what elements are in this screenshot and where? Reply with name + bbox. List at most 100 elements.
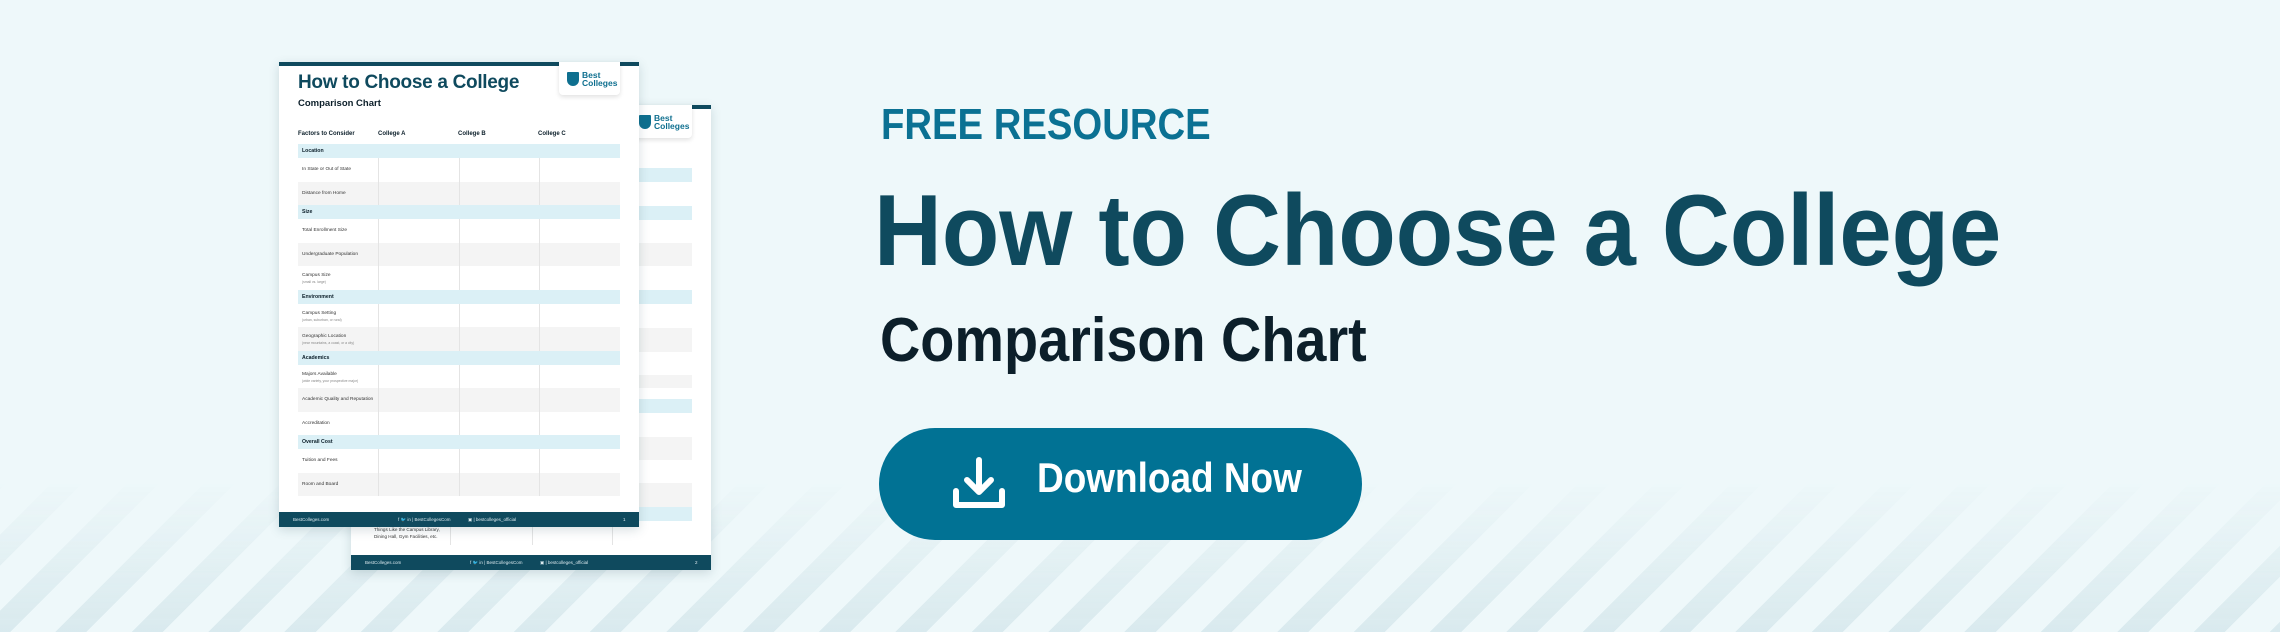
column-divider	[539, 411, 540, 435]
row-label: In State or Out of State	[302, 167, 352, 172]
table-row: Majors Available (wide variety, your pros…	[298, 364, 620, 388]
column-divider	[378, 303, 379, 327]
table-section-header: Size	[298, 205, 620, 219]
table-section-header: Academics	[298, 350, 620, 365]
column-divider	[378, 219, 379, 243]
column-divider	[459, 181, 460, 205]
table-row: Campus Size (small vs. large)	[298, 266, 620, 290]
column-divider	[539, 158, 540, 182]
row-note: (urban, suburban, or rural)	[302, 317, 342, 322]
column-divider	[539, 266, 540, 290]
row-label: Environment	[302, 293, 334, 300]
doc-subtitle: Comparison Chart	[298, 98, 381, 109]
column-divider	[539, 327, 540, 351]
row-note: (small vs. large)	[302, 280, 326, 284]
table-row: Accreditation	[298, 411, 620, 435]
row-label: Campus Size	[302, 273, 331, 278]
table-row: Campus Setting (urban, suburban, or rural…	[298, 303, 620, 327]
table-section-header: Overall Cost	[298, 435, 620, 449]
footer-site[interactable]: BestColleges.com	[293, 517, 330, 522]
column-divider	[459, 303, 460, 327]
bestcolleges-logo: Best Colleges	[559, 62, 620, 95]
column-divider	[378, 388, 379, 412]
column-divider	[378, 266, 379, 290]
table-row: Tuition and Fees	[298, 449, 620, 473]
table-section-header: Environment	[298, 289, 620, 304]
hero-title: How to Choose a College	[874, 175, 2002, 287]
shield-icon	[567, 71, 579, 86]
table-row: Room and Board	[298, 472, 620, 496]
page-number: 1	[623, 517, 626, 522]
row-note: (wide variety, your prospective major)	[302, 378, 359, 383]
column-divider	[459, 327, 460, 351]
column-divider	[459, 158, 460, 182]
col-header-college-b: College B	[458, 131, 486, 137]
column-divider	[459, 219, 460, 243]
footer-site[interactable]: BestColleges.com	[365, 560, 402, 565]
bestcolleges-logo: Best Colleges	[631, 105, 692, 138]
table-row: Total Enrollment Size	[298, 219, 620, 243]
column-divider	[539, 181, 540, 205]
table-row: In State or Out of State	[298, 158, 620, 182]
column-divider	[459, 266, 460, 290]
page-footer: BestColleges.com f 🐦 in | BestCollegesCo…	[279, 512, 639, 527]
shield-icon	[639, 114, 651, 129]
footer-social[interactable]: f 🐦 in | BestCollegesCom	[470, 559, 523, 565]
row-label: Room and Board	[302, 481, 339, 487]
download-now-button[interactable]: Download Now	[879, 428, 1362, 540]
column-divider	[378, 242, 379, 266]
column-divider	[539, 449, 540, 473]
column-divider	[459, 449, 460, 473]
row-label: Size	[302, 209, 313, 215]
row-note: (near mountains, a coast, or a city)	[302, 341, 355, 345]
row-label: Geographic Location	[302, 334, 347, 339]
column-divider	[459, 364, 460, 388]
column-divider	[378, 411, 379, 435]
row-label: Tuition and Fees	[302, 458, 338, 463]
row-label: Distance from Home	[302, 190, 346, 196]
doc-title: How to Choose a College	[298, 72, 520, 93]
download-icon	[953, 457, 1005, 508]
column-divider	[459, 242, 460, 266]
column-divider	[539, 242, 540, 266]
row-label: Total Enrollment Size	[302, 228, 348, 233]
column-divider	[459, 388, 460, 412]
page-number: 2	[695, 560, 698, 565]
table-row: Undergraduate Population	[298, 242, 620, 266]
row-label: Academics	[302, 354, 330, 361]
document-page-1: Best Colleges How to Choose a College Co…	[279, 62, 639, 527]
column-divider	[539, 472, 540, 496]
table-row: Distance from Home	[298, 181, 620, 205]
page-footer: BestColleges.com f 🐦 in | BestCollegesCo…	[351, 555, 711, 570]
column-divider	[539, 388, 540, 412]
column-divider	[378, 158, 379, 182]
page-top-bar	[279, 62, 639, 66]
column-divider	[459, 411, 460, 435]
row-label: Undergraduate Population	[302, 251, 359, 257]
footer-social[interactable]: f 🐦 in | BestCollegesCom	[398, 516, 451, 522]
row-label: Overall Cost	[302, 439, 333, 445]
column-divider	[459, 472, 460, 496]
row-label: Academic Quality and Reputation	[302, 397, 374, 402]
column-divider	[378, 327, 379, 351]
row-label: Majors Available	[302, 371, 337, 377]
column-divider	[539, 219, 540, 243]
column-divider	[539, 303, 540, 327]
table-section-header: Location	[298, 144, 620, 158]
footer-instagram[interactable]: ▣ | bestcolleges_official	[540, 559, 589, 565]
hero-subtitle: Comparison Chart	[880, 306, 1367, 375]
table-row: Academic Quality and Reputation	[298, 388, 620, 412]
eyebrow-label: FREE RESOURCE	[881, 100, 1211, 149]
column-divider	[378, 449, 379, 473]
column-divider	[378, 364, 379, 388]
column-divider	[539, 364, 540, 388]
col-header-college-a: College A	[378, 131, 406, 137]
col-header-factors: Factors to Consider	[298, 131, 355, 137]
row-label: Location	[302, 148, 324, 154]
column-divider	[378, 181, 379, 205]
row-label: Campus Setting	[302, 310, 337, 316]
back-row-text: Things Like the Campus Library, Dining H…	[374, 527, 440, 539]
col-header-college-c: College C	[538, 131, 566, 137]
footer-instagram[interactable]: ▣ | bestcolleges_official	[468, 516, 517, 522]
table-row: Geographic Location (near mountains, a co…	[298, 327, 620, 351]
